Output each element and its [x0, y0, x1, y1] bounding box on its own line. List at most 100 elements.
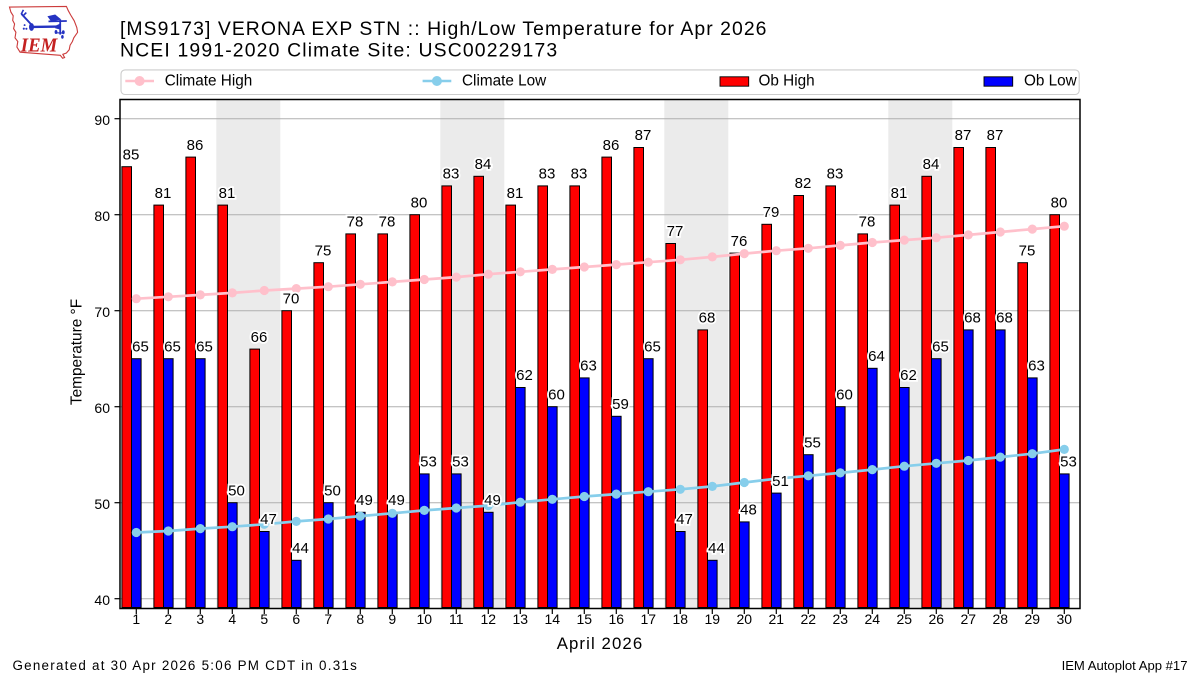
svg-text:Ob Low: Ob Low	[1024, 73, 1078, 90]
svg-text:18: 18	[673, 611, 689, 627]
svg-text:66: 66	[251, 329, 268, 346]
svg-text:Generated at 30 Apr 2026 5:06: Generated at 30 Apr 2026 5:06 PM CDT in …	[13, 658, 359, 673]
svg-text:76: 76	[731, 233, 748, 250]
svg-text:81: 81	[219, 185, 236, 202]
svg-text:53: 53	[420, 454, 437, 471]
svg-text:65: 65	[644, 338, 661, 355]
svg-text:75: 75	[315, 242, 332, 259]
svg-text:63: 63	[580, 358, 597, 375]
svg-text:9: 9	[388, 611, 396, 627]
svg-text:83: 83	[571, 166, 588, 183]
svg-text:60: 60	[94, 400, 110, 416]
svg-text:80: 80	[411, 194, 428, 211]
svg-text:IEM: IEM	[20, 34, 58, 56]
svg-text:85: 85	[123, 146, 140, 163]
svg-text:59: 59	[612, 396, 629, 413]
svg-text:50: 50	[228, 482, 245, 499]
svg-text:78: 78	[347, 214, 364, 231]
svg-text:79: 79	[763, 204, 780, 221]
svg-text:44: 44	[292, 540, 309, 557]
svg-text:1: 1	[132, 611, 140, 627]
svg-text:53: 53	[1060, 454, 1077, 471]
svg-text:25: 25	[897, 611, 913, 627]
svg-text:7: 7	[324, 611, 332, 627]
svg-text:47: 47	[676, 511, 693, 528]
svg-text:82: 82	[795, 175, 812, 192]
svg-text:68: 68	[964, 310, 981, 327]
svg-text:11: 11	[449, 611, 464, 627]
svg-text:65: 65	[164, 338, 181, 355]
svg-text:50: 50	[94, 496, 110, 512]
svg-text:68: 68	[996, 310, 1013, 327]
svg-text:78: 78	[379, 214, 396, 231]
svg-text:62: 62	[516, 367, 533, 384]
svg-text:19: 19	[705, 611, 721, 627]
svg-text:75: 75	[1019, 242, 1036, 259]
svg-text:62: 62	[900, 367, 917, 384]
svg-text:6: 6	[292, 611, 300, 627]
svg-text:65: 65	[932, 338, 949, 355]
svg-text:65: 65	[132, 338, 149, 355]
svg-text:29: 29	[1025, 611, 1041, 627]
svg-text:Climate Low: Climate Low	[462, 73, 547, 90]
svg-text:53: 53	[452, 454, 469, 471]
svg-text:83: 83	[443, 166, 460, 183]
svg-text:86: 86	[603, 137, 620, 154]
svg-text:3: 3	[196, 611, 204, 627]
svg-text:5: 5	[260, 611, 268, 627]
svg-text:12: 12	[481, 611, 497, 627]
svg-text:84: 84	[475, 156, 492, 173]
svg-text:26: 26	[929, 611, 945, 627]
svg-text:83: 83	[539, 166, 556, 183]
svg-text:78: 78	[859, 214, 876, 231]
svg-text:81: 81	[155, 185, 172, 202]
svg-text:87: 87	[635, 127, 652, 144]
svg-text:47: 47	[260, 511, 277, 528]
svg-text:[MS9173] VERONA EXP STN :: Hig: [MS9173] VERONA EXP STN :: High/Low Temp…	[120, 18, 768, 40]
svg-text:63: 63	[1028, 358, 1045, 375]
svg-text:83: 83	[827, 166, 844, 183]
svg-text:87: 87	[955, 127, 972, 144]
svg-text:16: 16	[609, 611, 625, 627]
svg-text:April 2026: April 2026	[557, 634, 644, 653]
svg-text:10: 10	[417, 611, 433, 627]
svg-text:70: 70	[94, 304, 110, 320]
svg-text:70: 70	[283, 290, 300, 307]
svg-text:55: 55	[804, 434, 821, 451]
svg-text:2: 2	[164, 611, 172, 627]
svg-text:14: 14	[545, 611, 561, 627]
svg-text:20: 20	[737, 611, 753, 627]
svg-text:24: 24	[865, 611, 881, 627]
svg-text:28: 28	[993, 611, 1009, 627]
svg-text:IEM Autoplot App #17: IEM Autoplot App #17	[1062, 658, 1188, 673]
svg-text:77: 77	[667, 223, 684, 240]
svg-text:51: 51	[772, 473, 789, 490]
svg-text:4: 4	[228, 611, 236, 627]
svg-text:13: 13	[513, 611, 529, 627]
svg-text:68: 68	[699, 310, 716, 327]
svg-text:60: 60	[836, 386, 853, 403]
svg-text:64: 64	[868, 348, 885, 365]
svg-text:22: 22	[801, 611, 817, 627]
svg-text:49: 49	[388, 492, 405, 509]
svg-text:40: 40	[94, 592, 110, 608]
svg-text:80: 80	[94, 208, 110, 224]
svg-text:23: 23	[833, 611, 849, 627]
svg-text:Climate High: Climate High	[165, 73, 253, 90]
svg-text:60: 60	[548, 386, 565, 403]
svg-text:84: 84	[923, 156, 940, 173]
svg-text:48: 48	[740, 502, 757, 519]
svg-text:65: 65	[196, 338, 213, 355]
svg-text:21: 21	[769, 611, 785, 627]
svg-text:17: 17	[641, 611, 657, 627]
svg-text:27: 27	[961, 611, 977, 627]
svg-text:Temperature °F: Temperature °F	[69, 299, 86, 405]
svg-text:NCEI 1991-2020 Climate Site: U: NCEI 1991-2020 Climate Site: USC00229173	[120, 39, 558, 61]
svg-text:87: 87	[987, 127, 1004, 144]
svg-text:81: 81	[507, 185, 524, 202]
svg-text:81: 81	[891, 185, 908, 202]
svg-text:8: 8	[356, 611, 364, 627]
svg-text:90: 90	[94, 112, 110, 128]
svg-text:50: 50	[324, 482, 341, 499]
svg-text:Ob High: Ob High	[759, 73, 815, 90]
